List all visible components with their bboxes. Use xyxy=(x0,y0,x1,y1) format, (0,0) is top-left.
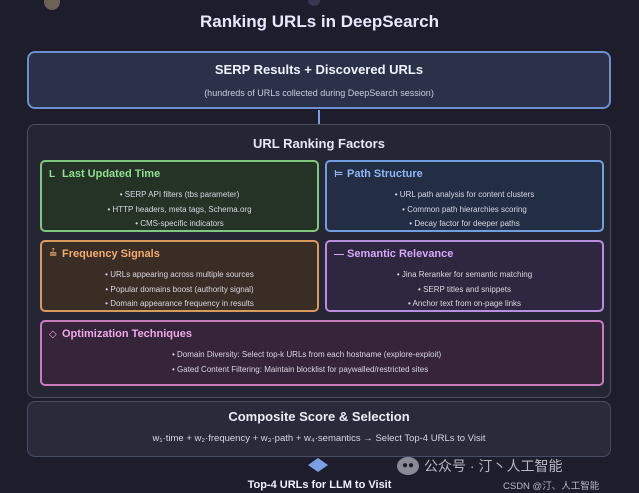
final-output-label: Top-4 URLs for LLM to Visit xyxy=(247,479,392,491)
optimization-list: • Domain Diversity: Select top-k URLs fr… xyxy=(42,348,602,377)
serp-subtitle: (hundreds of URLs collected during DeepS… xyxy=(204,88,434,98)
diagram-title: Ranking URLs in DeepSearch xyxy=(199,12,439,31)
last-updated-list: • SERP API filters (tbs parameter) • HTT… xyxy=(42,188,317,232)
list-item: • Anchor text from on-page links xyxy=(407,299,522,308)
path-structure-box: ⊨ Path Structure • URL path analysis for… xyxy=(325,160,604,232)
semantic-title: Semantic Relevance xyxy=(347,248,454,260)
credit-text: CSDN @汀、人工智能 xyxy=(503,481,600,492)
list-item: • CMS-specific indicators xyxy=(135,219,224,228)
composite-score-box: Composite Score & Selection w₁·time + w₂… xyxy=(27,401,611,457)
watermark: ●● 公众号 · 汀丶人工智能 xyxy=(397,456,562,476)
composite-formula: w₁·time + w₂·frequency + w₃·path + w₄·se… xyxy=(152,433,486,444)
last-updated-title: Last Updated Time xyxy=(62,168,161,180)
decorative-dot xyxy=(44,0,60,10)
frequency-list: • URLs appearing across multiple sources… xyxy=(42,268,317,312)
list-item: • Common path hierarchies scoring xyxy=(402,204,527,214)
list-item: • Gated Content Filtering: Maintain bloc… xyxy=(172,364,429,374)
optimization-techniques-box: ◇ Optimization Techniques • Domain Diver… xyxy=(40,320,604,386)
list-item: • SERP API filters (tbs parameter) xyxy=(119,190,240,199)
calendar-icon: L xyxy=(49,169,56,180)
frequency-signals-box: ≟ Frequency Signals • URLs appearing acr… xyxy=(40,240,319,312)
frequency-icon: ≟ xyxy=(49,249,58,260)
list-item: • HTTP headers, meta tags, Schema.org xyxy=(107,204,252,214)
serp-results-box: SERP Results + Discovered URLs (hundreds… xyxy=(27,51,611,109)
composite-title: Composite Score & Selection xyxy=(228,409,410,424)
list-item: • Jina Reranker for semantic matching xyxy=(396,270,533,279)
wechat-icon: ●● xyxy=(397,457,419,475)
semantic-relevance-box: — Semantic Relevance • Jina Reranker for… xyxy=(325,240,604,312)
output-diamond-icon xyxy=(308,458,328,472)
list-item: • Domain appearance frequency in results xyxy=(105,299,254,308)
path-icon: ⊨ xyxy=(334,169,344,180)
factors-title: URL Ranking Factors xyxy=(253,136,385,151)
list-item: • URL path analysis for content clusters xyxy=(394,190,535,199)
watermark-text: 公众号 · 汀丶人工智能 xyxy=(424,458,563,474)
semantic-icon: — xyxy=(334,249,344,260)
path-structure-list: • URL path analysis for content clusters… xyxy=(327,188,602,232)
serp-title: SERP Results + Discovered URLs xyxy=(214,62,424,77)
connector-line xyxy=(318,110,320,124)
last-updated-box: L Last Updated Time • SERP API filters (… xyxy=(40,160,319,232)
list-item: • SERP titles and snippets xyxy=(418,284,511,294)
diamond-icon: ◇ xyxy=(49,329,57,340)
list-item: • Domain Diversity: Select top-k URLs fr… xyxy=(172,350,442,359)
frequency-title: Frequency Signals xyxy=(62,248,160,260)
list-item: • Popular domains boost (authority signa… xyxy=(105,284,254,294)
decorative-dot xyxy=(308,0,320,6)
list-item: • Decay factor for deeper paths xyxy=(409,219,520,228)
list-item: • URLs appearing across multiple sources xyxy=(105,270,254,279)
optimization-title: Optimization Techniques xyxy=(62,328,192,340)
semantic-list: • Jina Reranker for semantic matching • … xyxy=(327,268,602,312)
path-structure-title: Path Structure xyxy=(347,168,423,180)
